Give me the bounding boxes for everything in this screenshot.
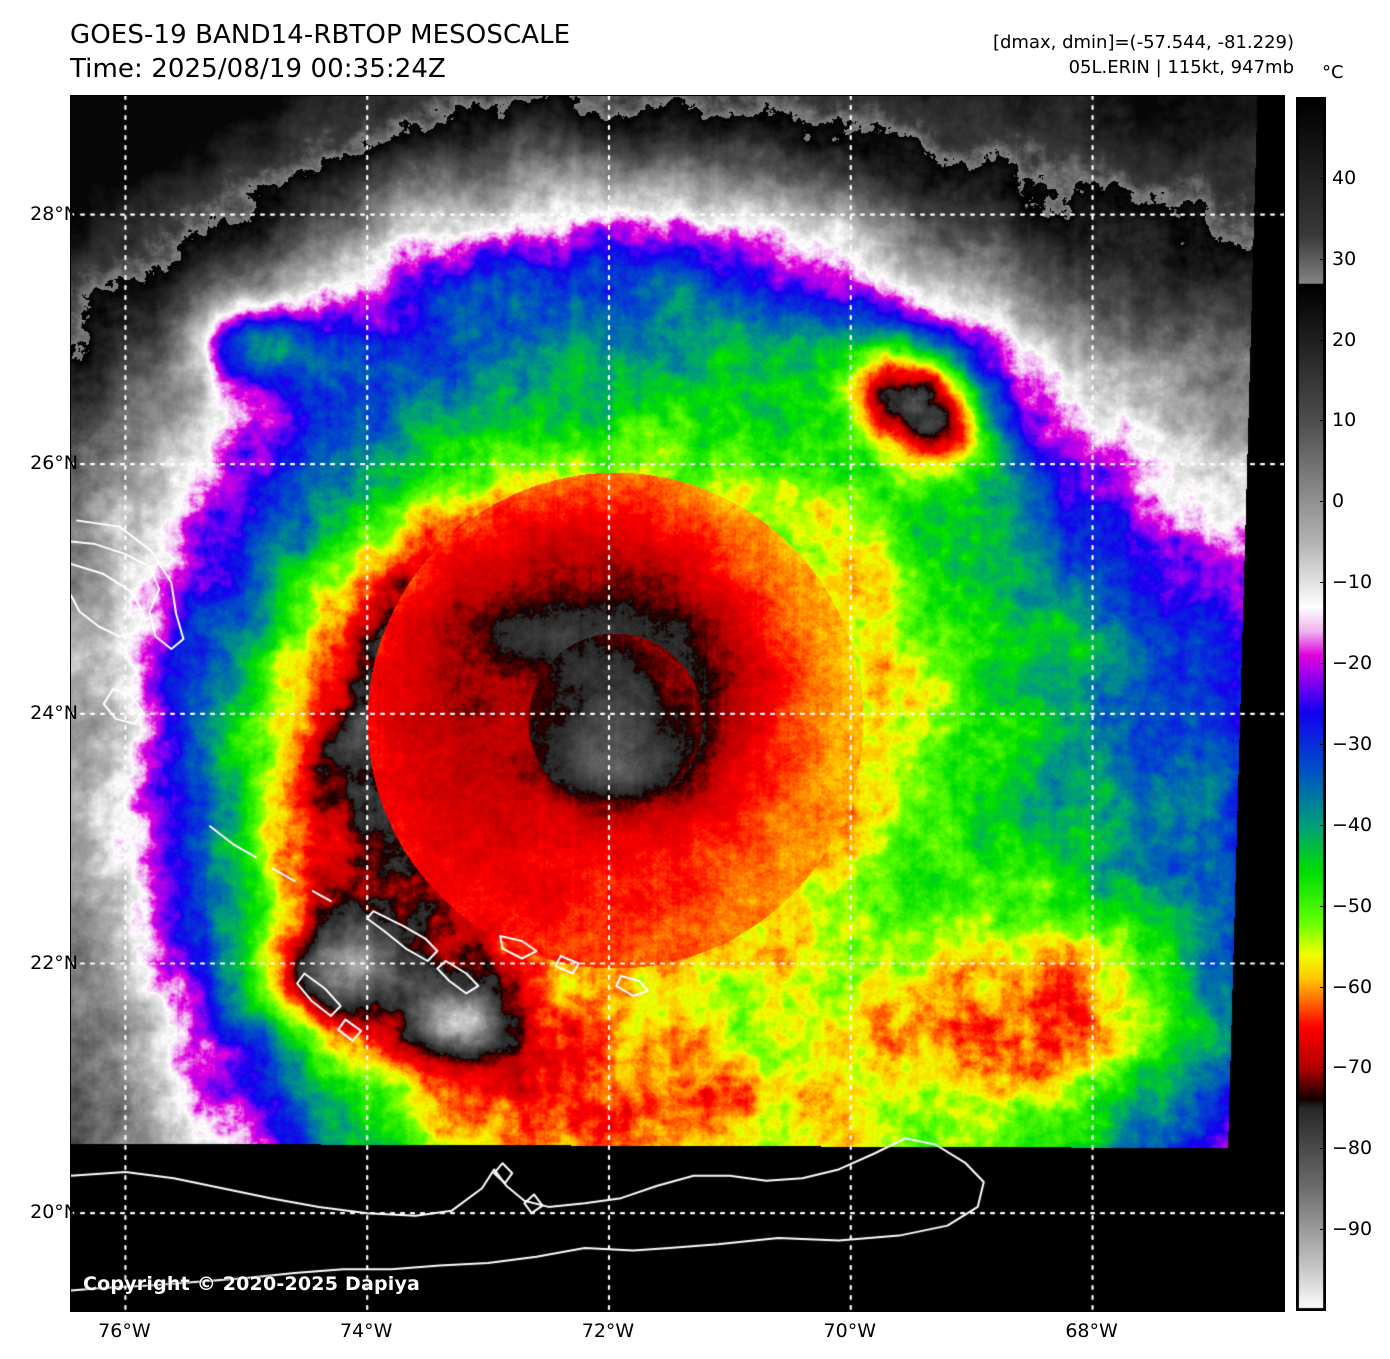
- colorbar-tick-label-11: −70: [1332, 1056, 1373, 1079]
- metadata-block: [dmax, dmin]=(-57.544, -81.229) 05L.ERIN…: [993, 30, 1294, 80]
- colorbar-tick-label-12: −80: [1332, 1137, 1373, 1160]
- colorbar-tick-label-7: −30: [1332, 732, 1373, 755]
- colorbar-tick-mark-10: [1320, 986, 1326, 988]
- colorbar-tick-label-13: −90: [1332, 1218, 1373, 1241]
- colorbar-tick-label-3: 10: [1332, 409, 1357, 432]
- storm-info-label: 05L.ERIN | 115kt, 947mb: [1068, 57, 1294, 78]
- colorbar-tick-mark-4: [1320, 501, 1326, 503]
- colorbar-tick-mark-9: [1320, 905, 1326, 907]
- colorbar-tick-mark-1: [1320, 258, 1326, 260]
- colorbar-tick-label-0: 40: [1332, 166, 1357, 189]
- colorbar-tick-label-9: −50: [1332, 894, 1373, 917]
- colorbar-tick-mark-13: [1320, 1229, 1326, 1231]
- colorbar-tick-mark-12: [1320, 1148, 1326, 1150]
- lat-tick-0: 28°N: [30, 202, 78, 225]
- lon-tick-0: 76°W: [98, 1320, 151, 1342]
- colorbar-tick-mark-0: [1320, 177, 1326, 179]
- colorbar-tick-label-5: −10: [1332, 571, 1373, 594]
- page-title: GOES-19 BAND14-RBTOP MESOSCALE: [70, 20, 571, 50]
- colorbar-tick-mark-3: [1320, 420, 1326, 422]
- colorbar-tick-label-2: 20: [1332, 328, 1357, 351]
- colorbar-tick-mark-11: [1320, 1067, 1326, 1069]
- colorbar-tick-mark-6: [1320, 663, 1326, 665]
- map-canvas-frame[interactable]: Copyright © 2020-2025 Dapiya: [70, 95, 1285, 1312]
- lat-tick-4: 20°N: [30, 1201, 78, 1224]
- coastline-and-grid-overlay: [71, 96, 1284, 1311]
- colorbar-tick-mark-8: [1320, 824, 1326, 826]
- colorbar-gradient: [1296, 97, 1326, 1311]
- lat-tick-1: 26°N: [30, 452, 78, 475]
- colorbar-tick-label-8: −40: [1332, 813, 1373, 836]
- colorbar-unit-label: °C: [1322, 62, 1344, 83]
- lon-tick-4: 68°W: [1065, 1320, 1118, 1342]
- lon-tick-2: 72°W: [581, 1320, 635, 1342]
- lon-tick-3: 70°W: [823, 1320, 876, 1342]
- data-minmax-label: [dmax, dmin]=(-57.544, -81.229): [992, 32, 1294, 53]
- copyright-label: Copyright © 2020-2025 Dapiya: [83, 1273, 421, 1295]
- timestamp-label: Time: 2025/08/19 00:35:24Z: [70, 54, 446, 84]
- lat-tick-2: 24°N: [30, 701, 78, 724]
- colorbar-tick-label-1: 30: [1332, 247, 1357, 270]
- colorbar[interactable]: 40 30 20 10 0 −10 −20 −30 −40 −50 −60 −70 −80 −90: [1296, 97, 1372, 1311]
- lat-tick-3: 22°N: [30, 951, 78, 974]
- lon-tick-1: 74°W: [339, 1320, 393, 1342]
- colorbar-tick-label-10: −60: [1332, 975, 1373, 998]
- colorbar-tick-mark-7: [1320, 743, 1326, 745]
- colorbar-tick-mark-5: [1320, 582, 1326, 584]
- title-block: GOES-19 BAND14-RBTOP MESOSCALE Time: 202…: [70, 18, 830, 86]
- colorbar-tick-label-6: −20: [1332, 652, 1373, 675]
- colorbar-tick-label-4: 0: [1332, 490, 1345, 513]
- colorbar-tick-mark-2: [1320, 339, 1326, 341]
